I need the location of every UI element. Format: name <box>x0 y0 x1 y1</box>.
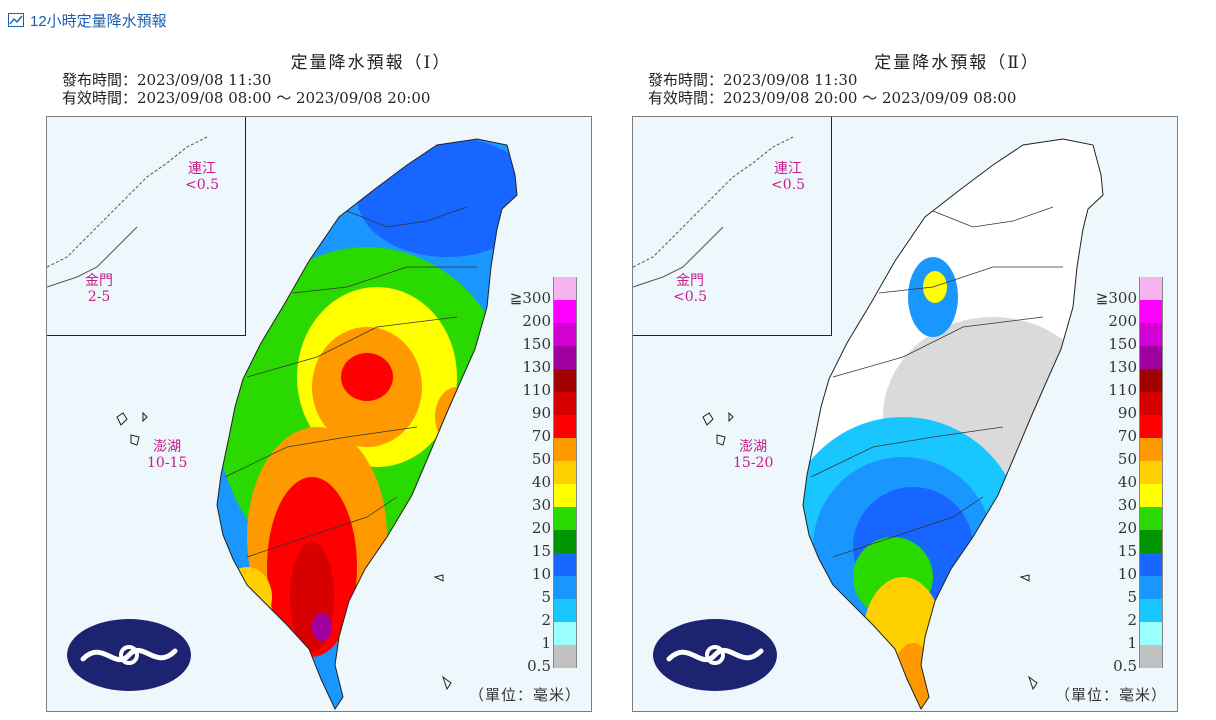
legend-swatch <box>553 484 577 507</box>
rainfall-map: 連江 <0.5 金門 2-5 澎湖 10-15 ≧300 200 150 130 110 90 7… <box>46 116 592 712</box>
legend-label: 150 <box>522 335 551 353</box>
coastline-sketch <box>633 136 794 288</box>
legend-label: 90 <box>1117 404 1137 422</box>
valid-time: 有效時間：2023/09/08 20:00 ～ 2023/09/09 08:00 <box>648 89 1017 107</box>
legend-label: 40 <box>531 473 551 491</box>
legend-swatch <box>1139 300 1163 323</box>
legend-swatch <box>553 622 577 645</box>
legend-label: 200 <box>1108 312 1137 330</box>
island-label-matsu: 連江 <0.5 <box>185 161 219 193</box>
taiwan-rainfall-map <box>116 138 518 711</box>
legend-label: 90 <box>531 404 551 422</box>
legend-label: 70 <box>531 427 551 445</box>
legend-swatch <box>553 369 577 392</box>
legend-swatch <box>1139 645 1163 668</box>
legend-label: 10 <box>531 565 551 583</box>
legend-swatch <box>1139 507 1163 530</box>
legend-label: 20 <box>1117 519 1137 537</box>
unit-label: （單位：毫米） <box>468 686 581 704</box>
legend-swatch <box>1139 622 1163 645</box>
island-label-penghu: 澎湖 10-15 <box>147 439 188 471</box>
legend-label: 5 <box>1127 588 1137 606</box>
legend-swatch <box>1139 277 1163 300</box>
legend-label: 1 <box>541 634 551 652</box>
island-label-penghu: 澎湖 15-20 <box>733 439 774 471</box>
legend-swatch <box>1139 438 1163 461</box>
cwb-logo-icon <box>67 619 191 691</box>
legend-label: 20 <box>531 519 551 537</box>
legend-swatch <box>1139 553 1163 576</box>
legend-label: 10 <box>1117 565 1137 583</box>
legend-swatch <box>1139 530 1163 553</box>
legend-swatch <box>1139 369 1163 392</box>
rainfall-map: 連江 <0.5 金門 <0.5 澎湖 15-20 ≧300 200 150 130 110 90… <box>632 116 1178 712</box>
forecast-panel-1: 定量降水預報（Ⅰ） 發布時間：2023/09/08 11:30 有效時間：202… <box>46 48 606 712</box>
legend-label: 30 <box>531 496 551 514</box>
section-title: 12小時定量降水預報 <box>30 12 167 30</box>
panel-title: 定量降水預報（Ⅰ） <box>290 53 452 73</box>
legend-swatch <box>553 438 577 461</box>
island-label-kinmen: 金門 <0.5 <box>673 273 707 305</box>
valid-time: 有效時間：2023/09/08 08:00 ～ 2023/09/08 20:00 <box>62 89 431 107</box>
legend-label: 150 <box>1108 335 1137 353</box>
island-label-kinmen: 金門 2-5 <box>85 273 113 305</box>
panel-title: 定量降水預報（Ⅱ） <box>874 53 1040 73</box>
legend-label: 15 <box>531 542 551 560</box>
forecast-panel-2: 定量降水預報（Ⅱ） 發布時間：2023/09/08 11:30 有效時間：202… <box>632 48 1192 712</box>
section-header: 12小時定量降水預報 <box>8 8 167 32</box>
legend-label: 40 <box>1117 473 1137 491</box>
legend-swatch <box>553 599 577 622</box>
legend-swatch <box>553 530 577 553</box>
legend-swatch <box>553 576 577 599</box>
offshore-islands-inset <box>47 117 246 336</box>
issued-time: 發布時間：2023/09/08 11:30 <box>648 71 858 89</box>
legend-swatch <box>1139 346 1163 369</box>
island-label-matsu: 連江 <0.5 <box>771 161 805 193</box>
unit-label: （單位：毫米） <box>1054 686 1167 704</box>
legend-label: 0.5 <box>527 657 551 675</box>
legend-swatch <box>553 645 577 668</box>
legend-swatch <box>553 392 577 415</box>
legend-label: 30 <box>1117 496 1137 514</box>
legend-label: 50 <box>1117 450 1137 468</box>
legend-swatch <box>553 553 577 576</box>
legend-label: 200 <box>522 312 551 330</box>
legend-label: ≧300 <box>509 289 551 307</box>
legend-label: 2 <box>541 611 551 629</box>
cwb-logo-icon <box>653 619 777 691</box>
legend-label: 110 <box>522 381 551 399</box>
offshore-islands-inset <box>633 117 832 336</box>
legend-swatch <box>1139 461 1163 484</box>
legend-label: 50 <box>531 450 551 468</box>
legend-swatch <box>553 300 577 323</box>
legend-label: 70 <box>1117 427 1137 445</box>
taiwan-rainfall-map <box>702 138 1104 711</box>
legend-swatch <box>1139 392 1163 415</box>
legend-label: 15 <box>1117 542 1137 560</box>
issued-time: 發布時間：2023/09/08 11:30 <box>62 71 272 89</box>
legend-swatch <box>1139 323 1163 346</box>
legend-label: 130 <box>1108 358 1137 376</box>
legend-swatch <box>553 346 577 369</box>
legend-swatch <box>553 415 577 438</box>
legend-label: 110 <box>1108 381 1137 399</box>
legend-swatch <box>1139 576 1163 599</box>
coastline-sketch <box>47 136 208 288</box>
legend-label: ≧300 <box>1095 289 1137 307</box>
legend-swatch <box>553 277 577 300</box>
legend-label: 1 <box>1127 634 1137 652</box>
legend-swatch <box>1139 484 1163 507</box>
legend-swatch <box>553 323 577 346</box>
legend-swatch <box>553 507 577 530</box>
legend-label: 5 <box>541 588 551 606</box>
legend-label: 130 <box>522 358 551 376</box>
legend-swatch <box>1139 415 1163 438</box>
chart-line-icon <box>8 13 24 27</box>
legend-label: 2 <box>1127 611 1137 629</box>
legend-swatch <box>553 461 577 484</box>
legend-swatch <box>1139 599 1163 622</box>
legend-label: 0.5 <box>1113 657 1137 675</box>
